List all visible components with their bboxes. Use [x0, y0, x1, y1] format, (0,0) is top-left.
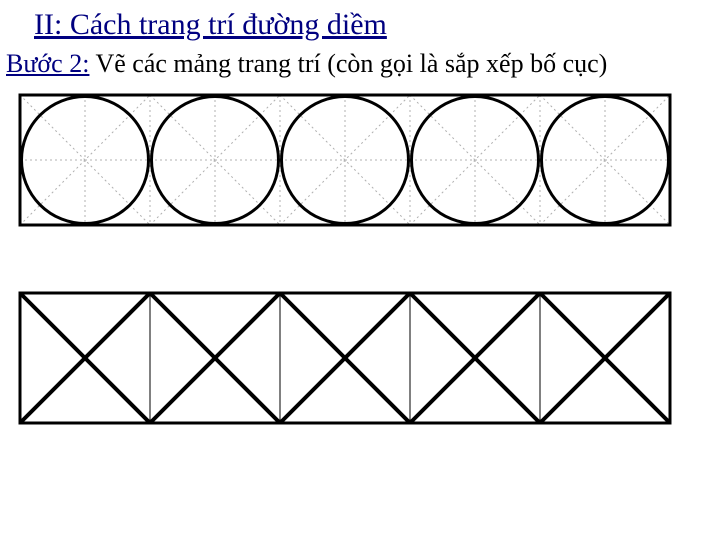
diagram-gap: [16, 229, 720, 289]
page-title: II: Cách trang trí đường diềm: [34, 8, 720, 42]
step-label: Bước 2:: [6, 49, 89, 78]
step-text: Vẽ các mảng trang trí (còn gọi là sắp xế…: [89, 49, 607, 78]
diagram1-circles-strip: [16, 91, 674, 229]
diagram2-diagonals-strip: [16, 289, 674, 427]
diagram2-wrap: [16, 289, 720, 427]
diagram1-wrap: [16, 91, 720, 229]
step-line: Bước 2: Vẽ các mảng trang trí (còn gọi l…: [6, 48, 720, 81]
